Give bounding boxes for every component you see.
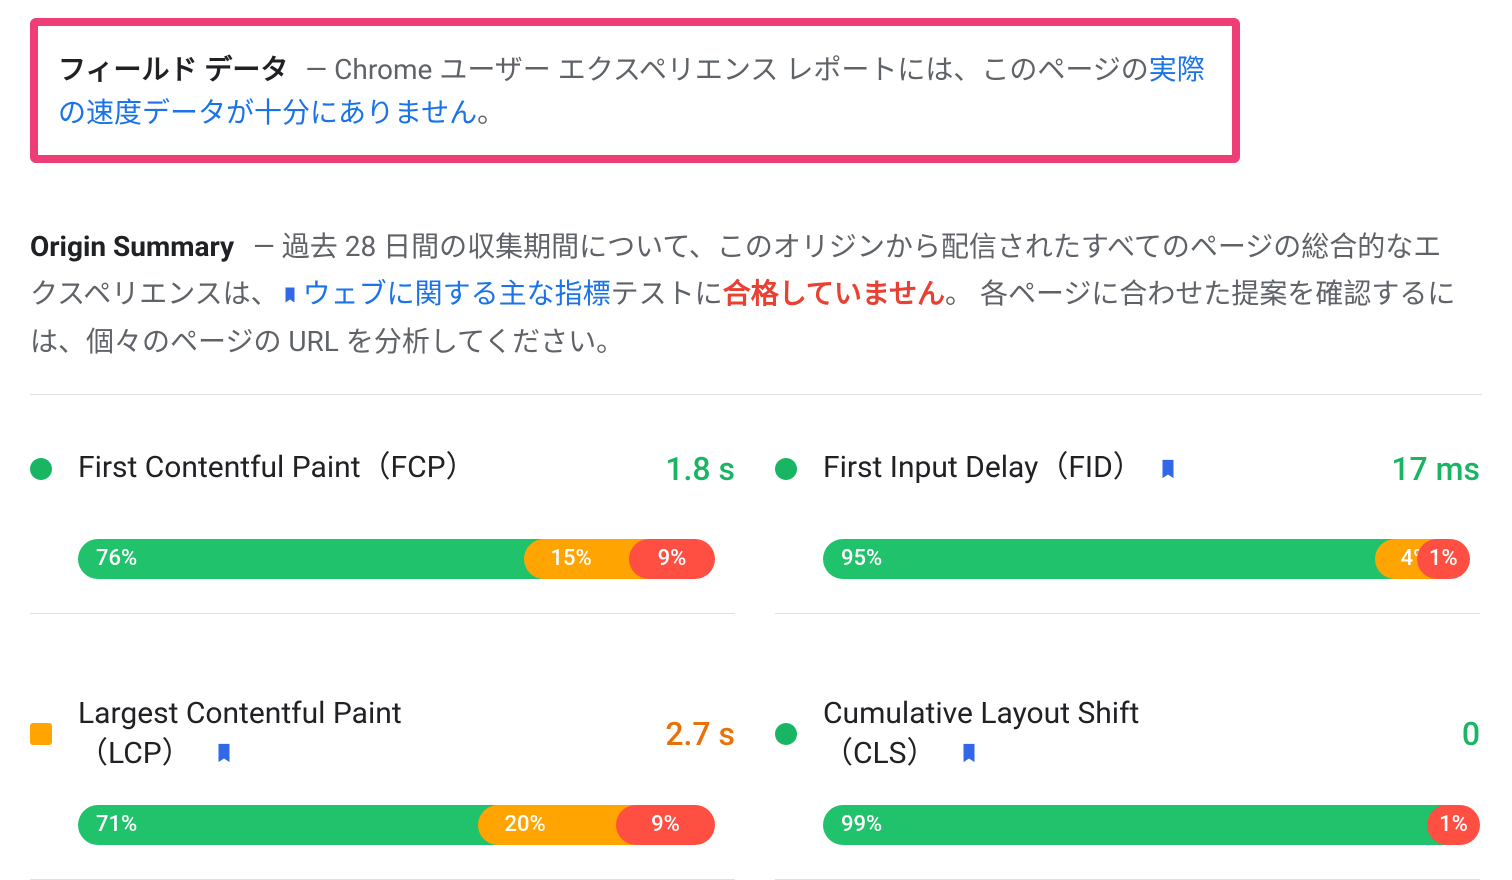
dist-poor-label: 9% xyxy=(651,812,680,837)
metric-cls-head: Cumulative Layout Shift （CLS） 0 xyxy=(775,694,1480,775)
status-indicator-good xyxy=(775,458,797,480)
metric-fcp-name: First Contentful Paint（FCP） xyxy=(78,448,653,489)
metric-lcp-name-l1: Largest Contentful Paint xyxy=(78,694,653,735)
metric-cls-name-l2: （CLS） xyxy=(823,736,937,771)
metric-fid-head: First Input Delay（FID） 17 ms xyxy=(775,429,1480,509)
dist-poor: 1% xyxy=(1427,805,1480,845)
bookmark-icon xyxy=(958,740,980,766)
dist-avg-label: 20% xyxy=(504,812,545,837)
metric-cls: Cumulative Layout Shift （CLS） 0 99% 1% xyxy=(775,694,1480,880)
metric-fcp-head: First Contentful Paint（FCP） 1.8 s xyxy=(30,429,735,509)
origin-summary-fail: 合格していません xyxy=(723,277,945,310)
metric-fid-value: 17 ms xyxy=(1391,450,1480,488)
dist-poor-label: 1% xyxy=(1429,546,1458,571)
metric-fid-dist: 95% 4% 1% xyxy=(823,539,1480,579)
dist-poor: 9% xyxy=(629,539,714,579)
metric-cls-value: 0 xyxy=(1462,715,1480,753)
metric-fcp-name-text: First Contentful Paint（FCP） xyxy=(78,448,476,489)
bookmark-icon xyxy=(1157,456,1179,482)
dist-good: 99% xyxy=(823,805,1447,845)
status-indicator-avg xyxy=(30,723,52,745)
metric-cls-name-l1: Cumulative Layout Shift xyxy=(823,694,1450,735)
metric-lcp-head: Largest Contentful Paint （LCP） 2.7 s xyxy=(30,694,735,775)
metric-cls-name-l2-wrap: （CLS） xyxy=(823,734,1450,775)
metric-lcp-dist: 71% 20% 9% xyxy=(78,805,735,845)
metric-cls-name: Cumulative Layout Shift （CLS） xyxy=(823,694,1450,775)
status-indicator-good xyxy=(30,458,52,480)
metrics-grid: First Contentful Paint（FCP） 1.8 s 76% 15… xyxy=(30,394,1482,880)
metric-lcp-name: Largest Contentful Paint （LCP） xyxy=(78,694,653,775)
field-data-callout: フィールド データ — Chrome ユーザー エクスペリエンス レポートには、… xyxy=(30,18,1240,163)
status-indicator-good xyxy=(775,723,797,745)
origin-summary-text: Origin Summary — 過去 28 日間の収集期間について、このオリジ… xyxy=(30,223,1460,366)
origin-summary-title: Origin Summary xyxy=(30,230,234,263)
metric-fcp: First Contentful Paint（FCP） 1.8 s 76% 15… xyxy=(30,429,735,614)
dist-poor: 1% xyxy=(1417,539,1470,579)
dist-poor-label: 9% xyxy=(658,546,687,571)
dist-good-label: 99% xyxy=(841,812,882,837)
dist-good-label: 76% xyxy=(96,546,137,571)
dist-poor: 9% xyxy=(616,805,715,845)
dist-good: 76% xyxy=(78,539,544,579)
metric-fid: First Input Delay（FID） 17 ms 95% 4% 1% xyxy=(775,429,1480,614)
dist-good: 71% xyxy=(78,805,498,845)
metric-fid-name: First Input Delay（FID） xyxy=(823,448,1379,489)
metric-fcp-value: 1.8 s xyxy=(665,450,735,488)
metric-cls-dist: 99% 1% xyxy=(823,805,1480,845)
dist-good: 95% xyxy=(823,539,1395,579)
dist-avg: 20% xyxy=(478,805,636,845)
metric-lcp-name-l2-wrap: （LCP） xyxy=(78,734,653,775)
dist-good-label: 95% xyxy=(841,546,882,571)
bookmark-icon xyxy=(281,284,299,306)
origin-summary-mid: テストに xyxy=(611,277,723,310)
metric-lcp-value: 2.7 s xyxy=(665,715,735,753)
web-vitals-link[interactable]: ウェブに関する主な指標 xyxy=(303,277,611,310)
dist-good-label: 71% xyxy=(96,812,137,837)
field-data-prefix: — Chrome ユーザー エクスペリエンス レポートには、このページの xyxy=(305,53,1148,86)
dist-avg-label: 15% xyxy=(550,546,591,571)
field-data-text: フィールド データ — Chrome ユーザー エクスペリエンス レポートには、… xyxy=(58,48,1212,135)
metric-lcp-name-l2: （LCP） xyxy=(78,736,192,771)
metric-fid-name-text: First Input Delay（FID） xyxy=(823,448,1143,489)
dist-poor-label: 1% xyxy=(1439,812,1468,837)
field-data-title: フィールド データ xyxy=(58,53,288,86)
bookmark-icon xyxy=(213,740,235,766)
metric-fcp-dist: 76% 15% 9% xyxy=(78,539,735,579)
field-data-suffix: 。 xyxy=(477,96,505,129)
metric-lcp: Largest Contentful Paint （LCP） 2.7 s 71%… xyxy=(30,694,735,880)
